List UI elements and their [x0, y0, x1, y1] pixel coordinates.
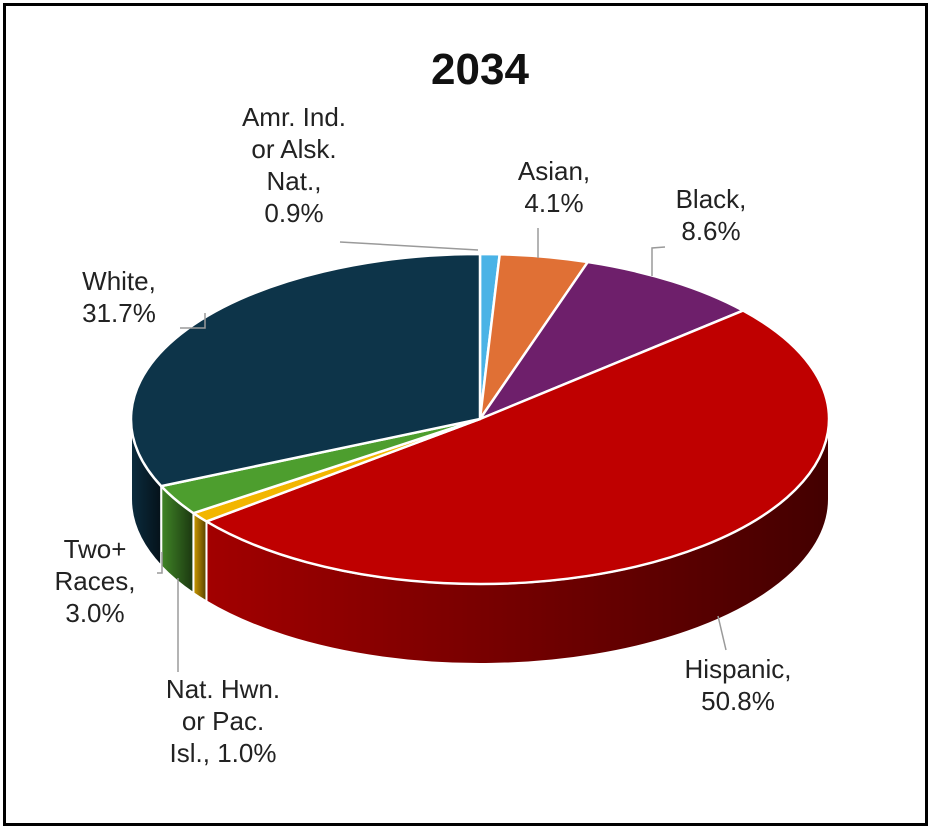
chart-title: 2034	[431, 45, 529, 94]
data-label-line: Asian,	[518, 156, 590, 186]
leader-line	[180, 313, 206, 329]
data-label-line: Nat. Hwn.	[166, 674, 280, 704]
leader-line	[651, 246, 666, 276]
pie-slice-side	[192, 511, 208, 604]
data-label-line: Amr. Ind.	[242, 102, 346, 132]
data-label-line: 3.0%	[65, 598, 124, 628]
data-label: White, 31.7%	[82, 266, 156, 328]
leader-line	[157, 552, 163, 574]
data-label-line: or Pac.	[182, 706, 264, 736]
data-label: Two+ Races, 3.0%	[55, 534, 136, 628]
data-label-line: White,	[82, 266, 156, 296]
data-label-line: Isl., 1.0%	[170, 738, 277, 768]
data-label: Amr. Ind. or Alsk. Nat., 0.9%	[242, 102, 346, 228]
data-label: Asian, 4.1%	[518, 156, 590, 218]
data-label-line: 8.6%	[681, 216, 740, 246]
pie-slice-hispanic	[205, 309, 831, 586]
pie-slice-black	[478, 260, 745, 421]
pie-slice-white	[129, 252, 482, 488]
data-label-line: Two+	[64, 534, 127, 564]
data-label-line: or Alsk.	[251, 134, 336, 164]
data-label-line: Races,	[55, 566, 136, 596]
data-label-line: 31.7%	[82, 298, 156, 328]
data-label-line: Black,	[676, 184, 747, 214]
data-label-line: 0.9%	[264, 198, 323, 228]
data-label-line: 4.1%	[524, 188, 583, 218]
data-label-line: 50.8%	[701, 686, 775, 716]
data-label: Nat. Hwn. or Pac. Isl., 1.0%	[166, 674, 280, 768]
data-label: Black, 8.6%	[676, 184, 747, 246]
data-label: Hispanic, 50.8%	[685, 654, 792, 716]
data-label-line: Nat.,	[267, 166, 322, 196]
leader-line	[339, 241, 479, 251]
data-label-line: Hispanic,	[685, 654, 792, 684]
leader-line	[717, 615, 727, 651]
